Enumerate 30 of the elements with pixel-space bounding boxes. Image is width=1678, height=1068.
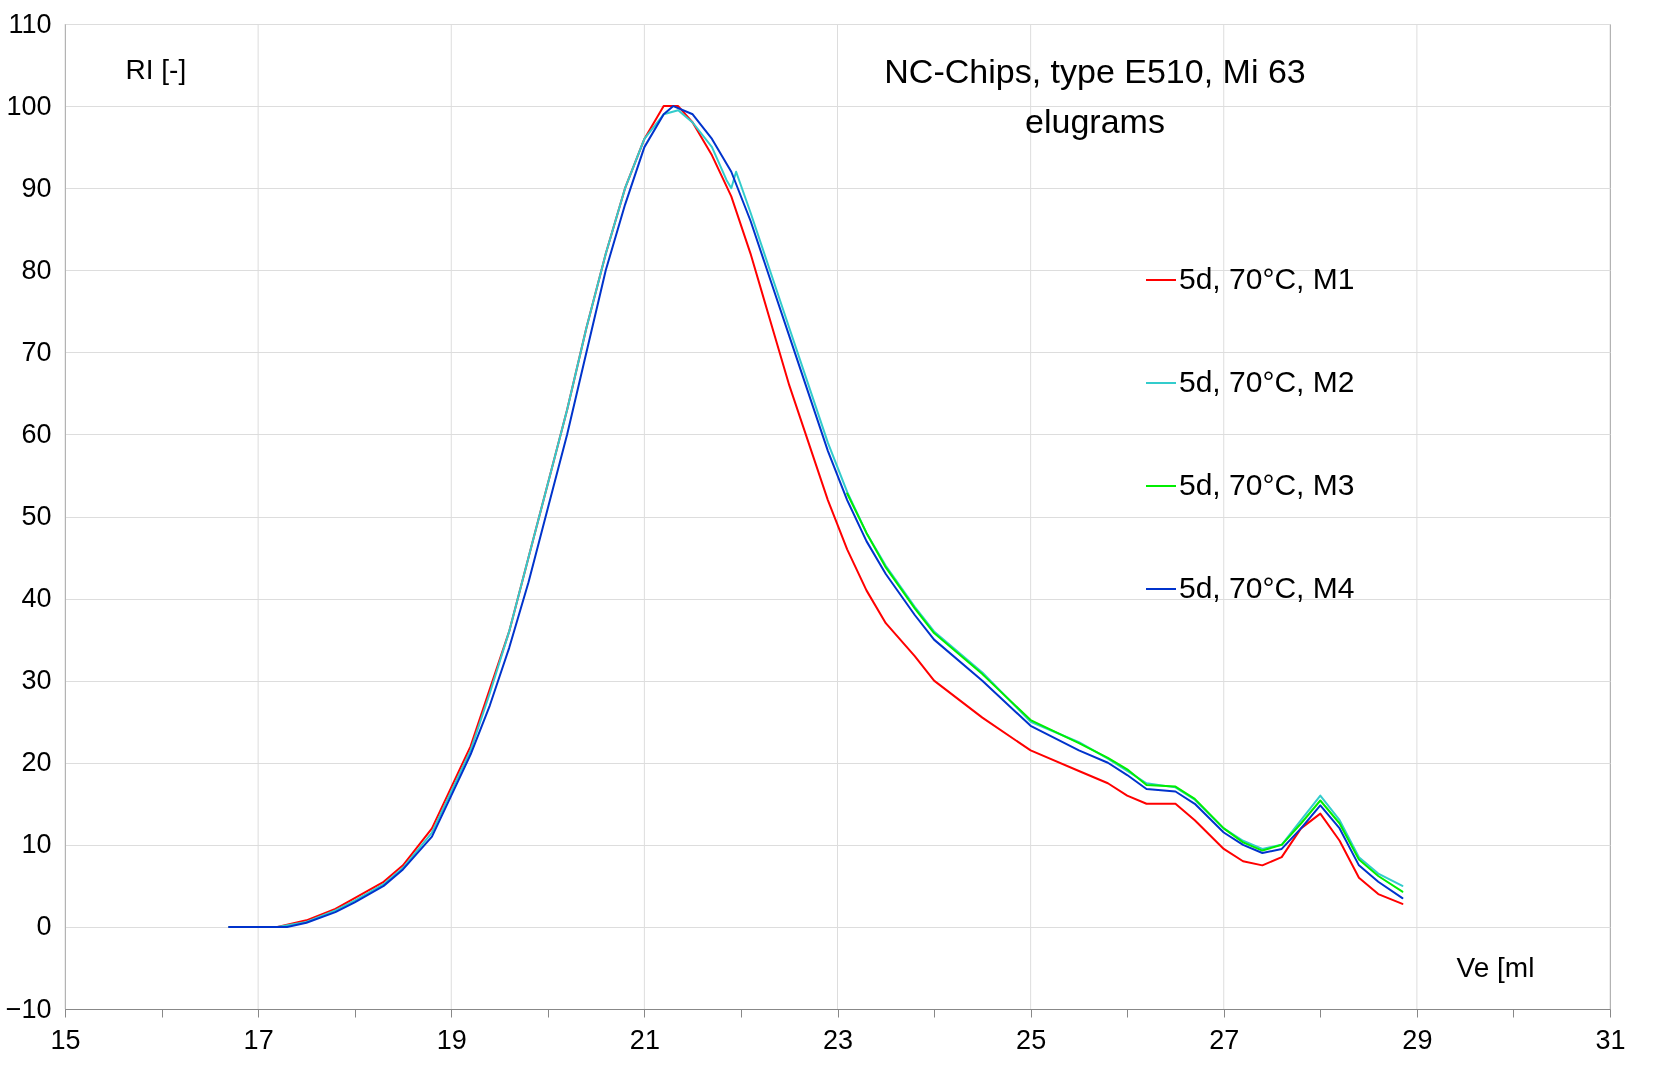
legend-label: 5d, 70°C, M1 (1179, 262, 1355, 295)
x-tick-label: 23 (822, 1024, 854, 1055)
legend-label: 5d, 70°C, M3 (1179, 468, 1355, 501)
y-tick-label: 30 (21, 665, 52, 696)
text: elugrams (1025, 102, 1165, 140)
y-tick-label: −10 (5, 993, 52, 1024)
x-tick-label: 25 (1016, 1024, 1047, 1055)
x-axis-title: Ve [ml (1456, 951, 1535, 983)
y-tick-label: 0 (36, 911, 52, 942)
x-tick-label: 15 (50, 1024, 81, 1055)
y-axis-title: RI [-] (125, 53, 187, 85)
x-tick-label: 29 (1402, 1024, 1433, 1055)
y-tick-label: 20 (21, 747, 52, 778)
y-tick-label: 60 (21, 418, 52, 449)
x-tick-label: 21 (629, 1024, 660, 1055)
text: NC-Chips, type E510, Mi 63 (884, 52, 1306, 90)
y-tick-label: 110 (8, 8, 52, 39)
x-tick-label: 27 (1209, 1024, 1240, 1055)
y-tick-label: 50 (21, 501, 52, 531)
y-tick-label: 70 (21, 336, 52, 367)
y-tick-label: 80 (21, 254, 52, 285)
y-tick-label: 90 (21, 172, 52, 203)
legend-label: 5d, 70°C, M2 (1179, 365, 1355, 398)
legend-label: 5d, 70°C, M4 (1179, 571, 1355, 604)
y-tick-label: 10 (21, 829, 52, 860)
x-tick-label: 17 (243, 1024, 274, 1055)
y-tick-label: 100 (6, 90, 52, 121)
y-tick-label: 40 (21, 583, 52, 614)
x-tick-label: 31 (1595, 1024, 1626, 1055)
x-tick-label: 19 (436, 1024, 467, 1055)
